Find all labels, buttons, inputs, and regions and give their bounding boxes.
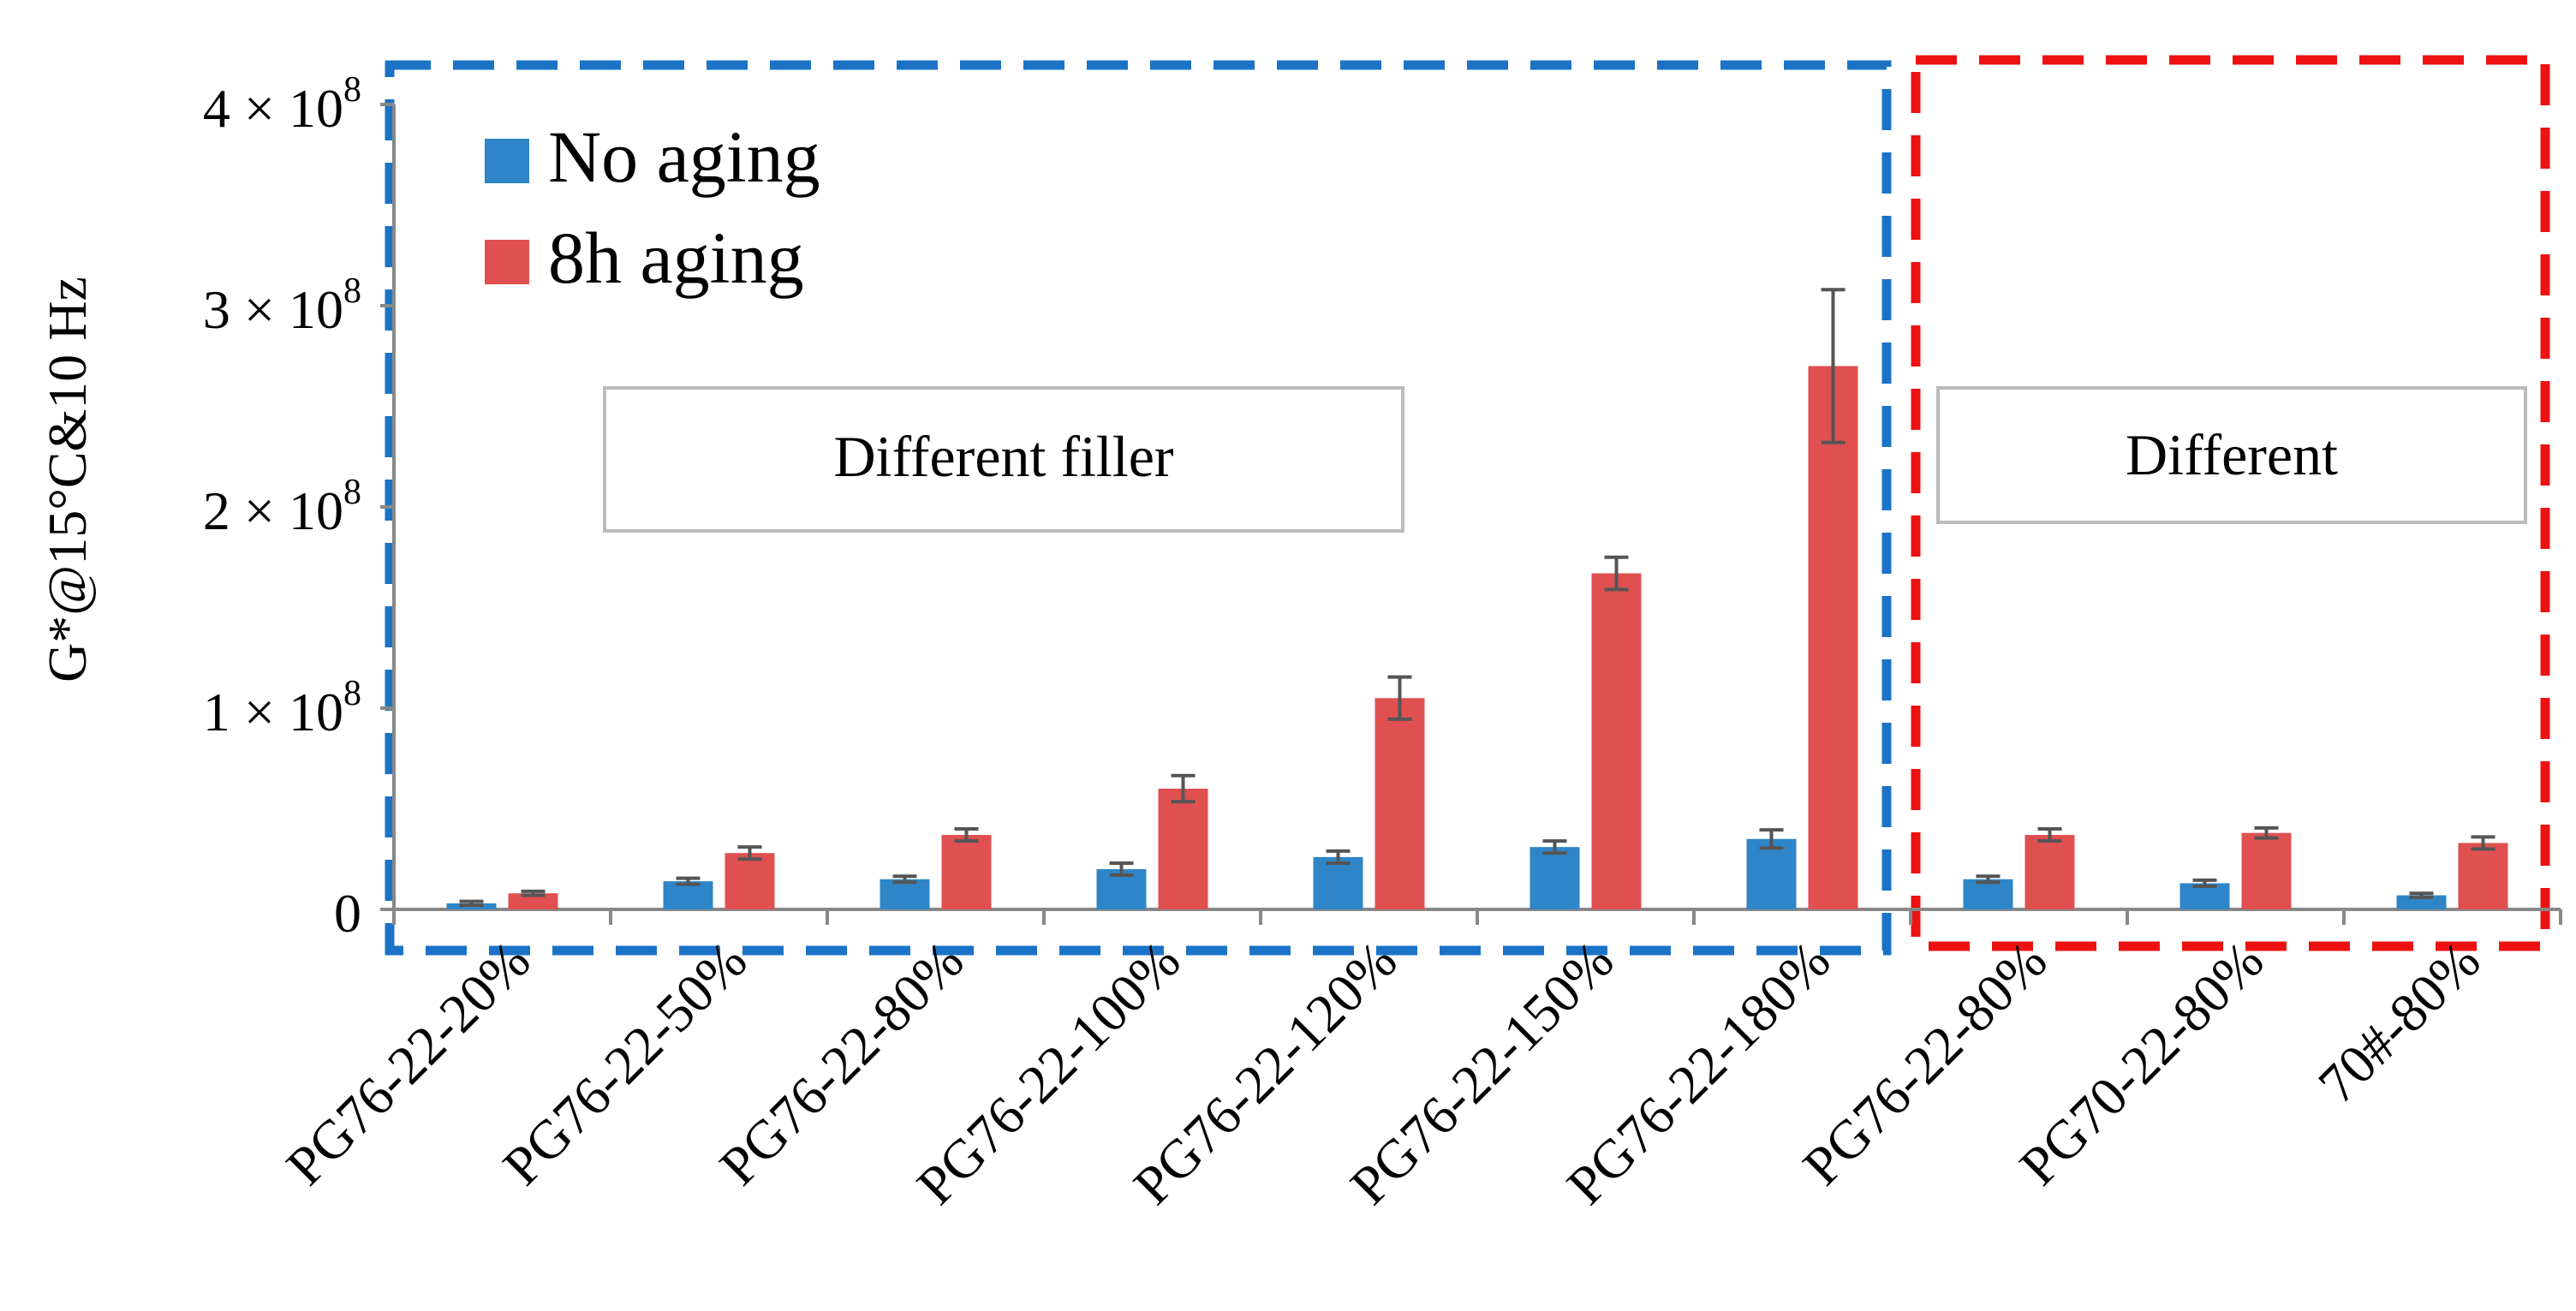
error-bar (2037, 827, 2062, 843)
bar-8h-aging (1808, 366, 1858, 909)
bar-8h-aging (2241, 832, 2292, 909)
bar-no-aging (1963, 879, 2013, 909)
bar-8h-aging (941, 835, 992, 909)
bar-8h-aging (1374, 698, 1425, 909)
bar-no-aging (880, 879, 930, 909)
annotations: Different filler Different (603, 386, 2527, 533)
annotation-text: Different (2126, 422, 2338, 487)
bar-no-aging (1313, 856, 1363, 909)
bar-8h-aging (508, 893, 558, 909)
error-bar (676, 876, 701, 886)
legend-swatch (485, 240, 529, 284)
annotation-filler: Different filler (603, 386, 1404, 533)
error-bar (1109, 861, 1134, 878)
legend-entry: No aging (485, 116, 820, 198)
bar-no-aging (2396, 895, 2447, 909)
error-bar (459, 899, 484, 908)
y-tick-label: 0 (334, 883, 361, 944)
bar-8h-aging (2458, 843, 2508, 909)
annotation-binder: Different (1936, 386, 2527, 524)
bars (446, 288, 2508, 909)
error-bar (1759, 828, 1784, 850)
error-bar (737, 845, 762, 861)
error-bar (1976, 874, 2001, 885)
y-tick-labels: 0 1 × 108 2 × 108 3 × 108 4 × 108 (203, 70, 361, 944)
y-tick-label: 2 × 108 (203, 473, 361, 541)
bar-8h-aging (1591, 573, 1642, 909)
annotation-text: Different filler (833, 424, 1173, 489)
bar-8h-aging (1158, 789, 1208, 909)
x-tick-label: 70#-80% (2306, 930, 2491, 1115)
bar-8h-aging (724, 853, 775, 909)
error-bar (1542, 839, 1567, 855)
legend: No aging 8h aging (485, 116, 820, 299)
error-bar (1326, 849, 1351, 865)
legend-label: 8h aging (548, 217, 804, 299)
y-tick-label: 3 × 108 (203, 271, 361, 340)
y-axis-label: G*@15°C&10 Hz (37, 277, 98, 682)
error-bar (1387, 675, 1412, 721)
error-bar (1171, 773, 1196, 804)
legend-swatch (485, 139, 529, 183)
error-bar (2254, 825, 2279, 840)
error-bar (1604, 555, 1629, 592)
x-tick-labels: PG76-22-20%PG76-22-50%PG76-22-80%PG76-22… (275, 930, 2492, 1216)
error-bar (1821, 288, 1846, 444)
bar-no-aging (1746, 838, 1797, 909)
error-bar (892, 874, 917, 885)
y-tick-label: 4 × 108 (203, 70, 361, 139)
legend-entry: 8h aging (485, 217, 804, 299)
y-tick-label: 1 × 108 (203, 674, 361, 742)
error-bar (2192, 878, 2217, 888)
error-bar (954, 827, 979, 843)
error-bar (521, 889, 546, 897)
error-bar (2409, 891, 2434, 899)
bar-no-aging (1530, 847, 1580, 909)
error-bar (2471, 835, 2496, 851)
legend-label: No aging (548, 116, 820, 198)
bar-8h-aging (2024, 835, 2075, 909)
